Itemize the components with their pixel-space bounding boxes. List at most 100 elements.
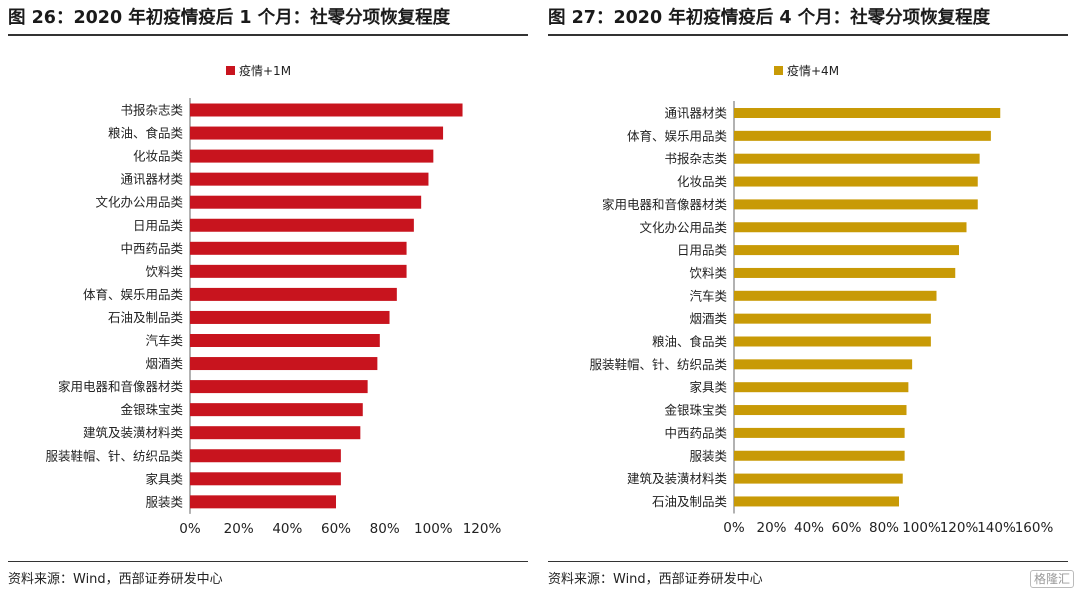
bar [190, 287, 397, 301]
bottom-rule [548, 561, 1068, 562]
top-rule [548, 34, 1068, 36]
bar [734, 450, 905, 461]
bar [734, 473, 903, 484]
category-label: 服装鞋帽、针、纺织品类 [45, 448, 183, 463]
category-label: 书报杂志类 [120, 103, 183, 118]
bar-chart-4m: 疫情+4M 通讯器材类体育、娱乐用品类书报杂志类化妆品类家用电器和音像器材类文化办… [589, 63, 1053, 536]
x-tick-label: 40% [794, 520, 824, 536]
bar [734, 108, 1001, 118]
category-label: 服装类 [145, 494, 183, 509]
bar [190, 195, 422, 209]
category-label: 文化办公用品类 [95, 195, 183, 210]
x-tick-label: 40% [272, 521, 302, 537]
x-tick-label: 60% [831, 520, 861, 536]
bar [190, 334, 380, 347]
category-label: 家具类 [689, 380, 727, 395]
category-label: 通讯器材类 [120, 172, 183, 187]
x-tick-label: 20% [224, 521, 254, 537]
x-tick-label: 140% [977, 520, 1016, 536]
chart-panel-left: 图 26：2020 年初疫情疫后 1 个月：社零分项恢复程度 疫情+1M 书报杂志… [8, 0, 536, 594]
bar [734, 359, 913, 370]
bar [734, 245, 959, 256]
bar [190, 403, 363, 417]
category-label: 粮油、食品类 [652, 334, 728, 349]
bar [190, 380, 368, 394]
bar [190, 126, 444, 140]
category-label: 石油及制品类 [652, 494, 728, 509]
bar [190, 264, 407, 278]
bar [190, 218, 414, 232]
source-note: 资料来源：Wind，西部证券研发中心 [8, 572, 223, 587]
x-tick-label: 100% [902, 520, 941, 536]
x-tick-label: 20% [756, 520, 786, 536]
x-tick-label: 80% [869, 520, 899, 536]
bar-chart-1m: 疫情+1M 书报杂志类粮油、食品类化妆品类通讯器材类文化办公用品类日用品类中西药品… [45, 63, 502, 537]
legend: 疫情+1M [226, 63, 291, 78]
legend-swatch [774, 66, 783, 75]
bar [190, 310, 390, 324]
bar [190, 495, 336, 509]
category-label: 建筑及装潢材料类 [83, 425, 184, 440]
category-label: 金银珠宝类 [120, 402, 183, 417]
x-tick-label: 0% [179, 521, 201, 537]
category-label: 家具类 [145, 471, 183, 486]
category-label: 通讯器材类 [664, 106, 727, 121]
bar [734, 222, 967, 233]
x-tick-label: 60% [321, 521, 351, 537]
chart-panel-right: 图 27：2020 年初疫情疫后 4 个月：社零分项恢复程度 疫情+4M 通讯器材… [548, 0, 1076, 594]
bar [734, 176, 978, 187]
x-tick-label: 100% [414, 521, 453, 537]
category-label: 书报杂志类 [664, 151, 727, 166]
bar [734, 496, 899, 507]
bar [190, 426, 361, 440]
bar [734, 130, 991, 141]
category-label: 烟酒类 [689, 311, 727, 326]
x-tick-label: 0% [723, 520, 745, 536]
legend-label: 疫情+1M [239, 63, 291, 78]
category-label: 化妆品类 [677, 174, 728, 189]
bar [734, 382, 909, 393]
source-note: 资料来源：Wind，西部证券研发中心 [548, 572, 763, 587]
bar [734, 290, 937, 301]
category-label: 服装类 [689, 448, 727, 463]
category-label: 日用品类 [133, 218, 184, 233]
category-label: 汽车类 [689, 288, 727, 303]
bar [190, 149, 434, 163]
bar [190, 172, 429, 186]
category-label: 石油及制品类 [108, 310, 184, 325]
category-label: 建筑及装潢材料类 [627, 471, 728, 486]
bar [190, 357, 378, 371]
top-rule [8, 34, 528, 36]
category-label: 汽车类 [145, 333, 183, 348]
x-tick-label: 120% [940, 520, 979, 536]
category-label: 家用电器和音像器材类 [602, 197, 728, 212]
category-label: 中西药品类 [120, 241, 183, 256]
category-label: 化妆品类 [133, 149, 184, 164]
category-label: 体育、娱乐用品类 [627, 128, 728, 143]
bar [734, 153, 980, 164]
category-label: 家用电器和音像器材类 [58, 379, 184, 394]
category-label: 中西药品类 [664, 425, 727, 440]
category-label: 烟酒类 [145, 356, 183, 371]
category-label: 体育、娱乐用品类 [83, 287, 184, 302]
bar [734, 427, 905, 438]
bar [734, 336, 931, 347]
category-label: 金银珠宝类 [664, 403, 727, 418]
category-label: 服装鞋帽、针、纺织品类 [589, 357, 727, 372]
bar [190, 472, 341, 486]
figure-title: 图 27：2020 年初疫情疫后 4 个月：社零分项恢复程度 [548, 8, 991, 28]
bar [190, 103, 463, 117]
bar [734, 199, 978, 210]
category-label: 文化办公用品类 [639, 220, 727, 235]
x-tick-label: 120% [463, 521, 502, 537]
bar [734, 267, 956, 278]
bar [190, 449, 341, 463]
bar [190, 241, 407, 255]
legend-label: 疫情+4M [787, 63, 839, 78]
legend: 疫情+4M [774, 63, 839, 78]
figure-title: 图 26：2020 年初疫情疫后 1 个月：社零分项恢复程度 [8, 8, 451, 28]
category-label: 粮油、食品类 [108, 126, 184, 141]
x-tick-label: 80% [370, 521, 400, 537]
category-label: 饮料类 [145, 264, 183, 279]
category-label: 日用品类 [677, 243, 728, 258]
